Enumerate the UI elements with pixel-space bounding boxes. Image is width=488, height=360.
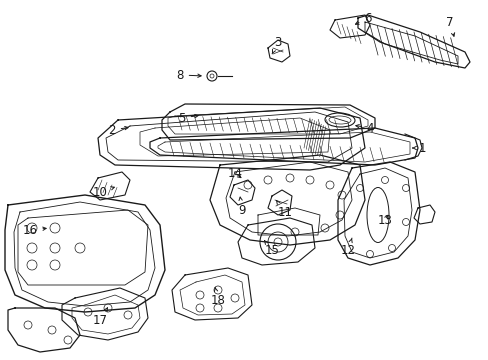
Text: 17: 17 <box>92 308 107 327</box>
Text: 16: 16 <box>22 224 46 237</box>
Text: 14: 14 <box>227 166 242 180</box>
Text: 7: 7 <box>446 15 454 36</box>
Text: 6: 6 <box>355 12 371 24</box>
Text: 10: 10 <box>92 185 114 198</box>
Text: 12: 12 <box>340 238 355 257</box>
Text: 13: 13 <box>377 213 392 226</box>
Text: 8: 8 <box>176 68 201 81</box>
Text: 15: 15 <box>264 240 279 257</box>
Text: 11: 11 <box>276 201 292 219</box>
Text: 18: 18 <box>210 288 225 306</box>
Text: 5: 5 <box>178 112 198 125</box>
Text: 9: 9 <box>238 197 245 216</box>
Text: 4: 4 <box>355 122 373 135</box>
Text: 2: 2 <box>108 123 128 136</box>
Text: 3: 3 <box>271 36 281 54</box>
Text: 1: 1 <box>412 141 425 154</box>
